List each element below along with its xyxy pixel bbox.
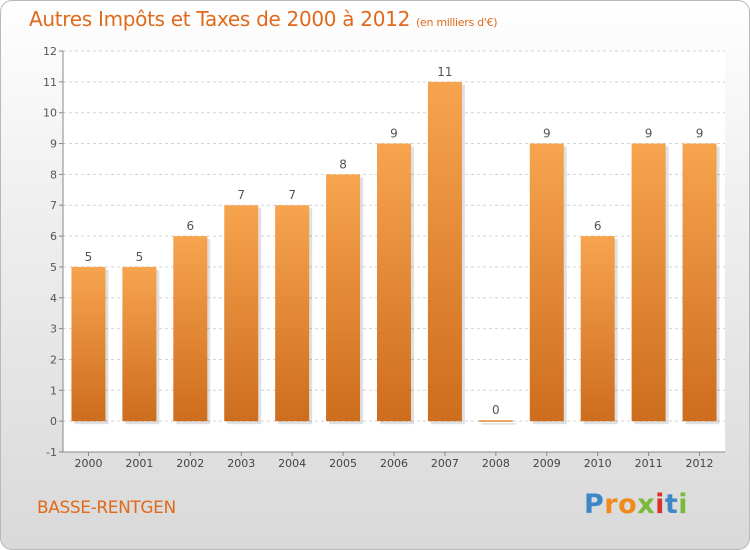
proxiti-logo: Proxiti xyxy=(584,489,688,520)
commune-name: BASSE-RENTGEN xyxy=(37,498,176,518)
data-label: 9 xyxy=(390,127,398,141)
bar xyxy=(631,143,666,422)
y-tick-label: 8 xyxy=(50,168,57,181)
x-tick-label: 2008 xyxy=(482,457,510,470)
y-tick-label: 12 xyxy=(43,45,57,58)
y-tick-label: 4 xyxy=(50,292,57,305)
bar xyxy=(275,205,310,422)
data-label: 9 xyxy=(543,127,551,141)
data-label: 0 xyxy=(492,403,500,417)
logo-letter: i xyxy=(678,489,689,520)
logo-letter: i xyxy=(655,489,665,520)
chart-title-text: Autres Impôts et Taxes de 2000 à 2012 xyxy=(29,7,410,31)
y-tick-label: 6 xyxy=(50,230,57,243)
x-tick-label: 2005 xyxy=(329,457,357,470)
logo-letter: r xyxy=(604,489,619,520)
logo-letter: P xyxy=(584,489,605,520)
y-tick-label: 11 xyxy=(43,76,57,89)
bar-shadow xyxy=(481,423,516,425)
bar xyxy=(580,236,615,422)
bar xyxy=(326,174,361,422)
bar xyxy=(427,81,462,422)
logo-letter: t xyxy=(664,489,679,520)
y-tick-label: 10 xyxy=(43,107,57,120)
x-tick-label: 2004 xyxy=(278,457,306,470)
data-label: 8 xyxy=(339,157,347,171)
chart-title: Autres Impôts et Taxes de 2000 à 2012 (en… xyxy=(29,7,497,31)
bar xyxy=(224,205,259,422)
bar xyxy=(377,143,411,422)
data-label: 9 xyxy=(696,127,704,141)
y-tick-label: 9 xyxy=(50,138,57,151)
data-label: 7 xyxy=(237,188,245,202)
bar xyxy=(71,266,106,422)
y-tick-label: 3 xyxy=(50,323,57,336)
y-tick-label: 2 xyxy=(50,353,57,366)
y-tick-label: 5 xyxy=(50,261,57,274)
y-tick-label: 0 xyxy=(50,415,57,428)
data-label: 7 xyxy=(288,188,296,202)
x-tick-label: 2009 xyxy=(533,457,561,470)
bar xyxy=(682,143,717,422)
x-tick-label: 2000 xyxy=(74,457,102,470)
data-label: 5 xyxy=(85,250,93,264)
bar xyxy=(122,266,157,422)
logo-letter: x xyxy=(637,489,656,520)
x-tick-label: 2007 xyxy=(431,457,459,470)
x-tick-label: 2012 xyxy=(686,457,714,470)
data-label: 5 xyxy=(136,250,144,264)
x-tick-label: 2006 xyxy=(380,457,408,470)
logo-letter: o xyxy=(618,489,638,520)
x-tick-label: 2011 xyxy=(635,457,663,470)
x-tick-label: 2010 xyxy=(584,457,612,470)
data-label: 6 xyxy=(186,219,194,233)
bar xyxy=(478,420,513,422)
x-tick-label: 2003 xyxy=(227,457,255,470)
bar xyxy=(173,236,208,422)
data-label: 11 xyxy=(437,65,452,79)
data-label: 6 xyxy=(594,219,602,233)
data-label: 9 xyxy=(645,127,653,141)
y-tick-label: -1 xyxy=(46,446,57,459)
y-tick-label: 1 xyxy=(50,384,57,397)
chart-title-unit: (en milliers d'€) xyxy=(416,16,498,29)
x-tick-label: 2002 xyxy=(176,457,204,470)
y-tick-label: 7 xyxy=(50,199,57,212)
bar xyxy=(529,143,564,422)
x-tick-label: 2001 xyxy=(125,457,153,470)
